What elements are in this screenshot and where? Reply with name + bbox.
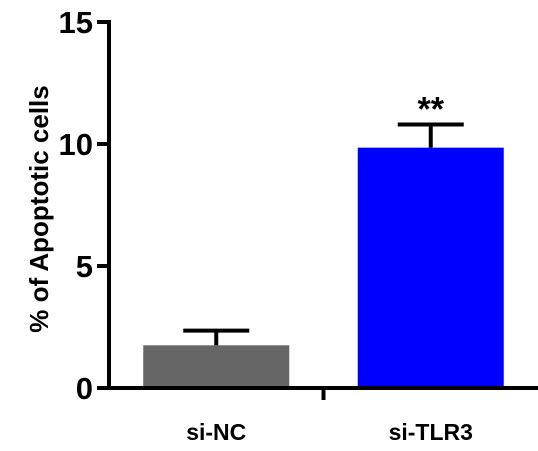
bar-si-nc	[143, 345, 290, 388]
annotations: **	[418, 90, 445, 128]
y-tick-label: 5	[76, 249, 93, 284]
x-axis-labels: si-NC si-TLR3	[186, 388, 473, 445]
bars	[143, 122, 504, 388]
x-category-label: si-TLR3	[389, 419, 473, 445]
y-axis-label: % of Apoptotic cells	[24, 85, 54, 333]
significance-marker: **	[418, 90, 445, 128]
bar-si-tlr3	[357, 147, 504, 388]
x-category-label: si-NC	[186, 419, 246, 445]
y-tick-label: 15	[59, 5, 93, 40]
y-tick-label: 0	[76, 371, 93, 406]
y-tick-label: 10	[59, 127, 93, 162]
y-axis-ticks: 0 5 10 15	[59, 5, 109, 406]
